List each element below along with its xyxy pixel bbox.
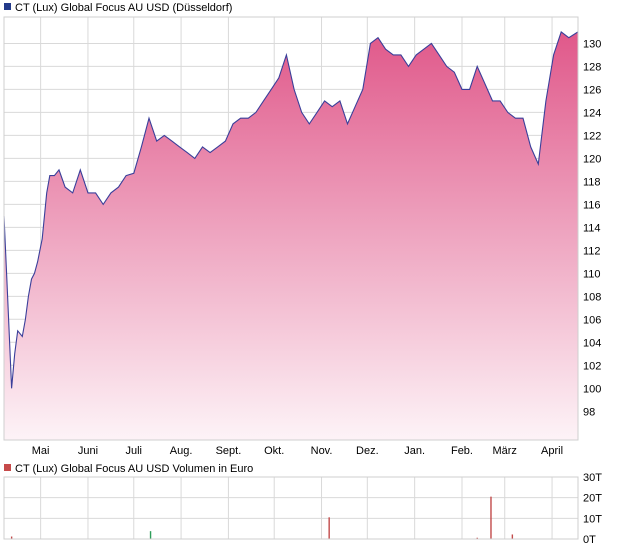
price-y-tick-label: 120 — [583, 153, 601, 165]
price-y-tick-label: 110 — [583, 268, 601, 280]
price-y-tick-label: 98 — [583, 406, 595, 418]
volume-bar — [490, 496, 492, 539]
price-plot-frame — [3, 16, 579, 441]
price-area-fill — [4, 31, 578, 441]
price-y-tick-label: 104 — [583, 337, 601, 349]
volume-bar — [511, 534, 514, 539]
price-x-tick-label: Aug. — [170, 445, 193, 457]
price-x-tick-label: Dez. — [356, 445, 379, 457]
volume-legend-swatch — [4, 464, 11, 471]
price-x-tick-label: März — [492, 445, 516, 457]
price-x-tick-label: Mai — [32, 445, 50, 457]
price-x-tick-label: Okt. — [264, 445, 284, 457]
price-y-axis: 98 100 102 104 106 108 110 112 114 116 118 120 122 12… — [583, 38, 601, 418]
volume-y-tick-label: 10T — [583, 513, 602, 525]
price-x-tick-label: Juli — [126, 445, 143, 457]
volume-bar — [476, 537, 478, 539]
price-x-tick-label: Jan. — [404, 445, 425, 457]
price-y-tick-label: 114 — [583, 222, 601, 234]
price-y-tick-label: 116 — [583, 199, 601, 211]
price-x-tick-label: April — [541, 445, 563, 457]
price-x-axis: Mai Juni Juli Aug. Sept. Okt. Nov. Dez. Jan. Feb.… — [32, 445, 563, 457]
price-y-tick-label: 126 — [583, 84, 601, 96]
price-y-tick-label: 128 — [583, 61, 601, 73]
volume-legend-label: CT (Lux) Global Focus AU USD Volumen in … — [15, 463, 253, 475]
price-legend-swatch — [4, 3, 11, 10]
volume-bar — [10, 536, 13, 539]
price-x-tick-label: Sept. — [216, 445, 242, 457]
price-y-tick-label: 100 — [583, 383, 601, 395]
price-y-tick-label: 112 — [583, 245, 601, 257]
price-y-tick-label: 118 — [583, 176, 601, 188]
volume-y-axis: 0T 10T 20T 30T — [583, 472, 602, 546]
price-y-tick-label: 106 — [583, 314, 601, 326]
price-y-tick-label: 108 — [583, 291, 601, 303]
volume-bar — [149, 531, 152, 539]
price-y-tick-label: 124 — [583, 107, 601, 119]
price-y-tick-label: 122 — [583, 130, 601, 142]
volume-y-tick-label: 0T — [583, 534, 596, 546]
volume-y-tick-label: 20T — [583, 493, 602, 505]
volume-y-tick-label: 30T — [583, 472, 602, 484]
price-series-line — [3, 30, 579, 389]
price-x-tick-label: Nov. — [311, 445, 333, 457]
price-legend-label: CT (Lux) Global Focus AU USD (Düsseldorf… — [15, 2, 232, 14]
price-y-tick-label: 130 — [583, 38, 601, 50]
volume-gridlines — [4, 476, 578, 540]
price-x-tick-label: Juni — [78, 445, 98, 457]
price-y-tick-label: 102 — [583, 360, 601, 372]
price-x-tick-label: Feb. — [451, 445, 473, 457]
volume-bar — [328, 517, 330, 539]
volume-bars — [10, 496, 514, 539]
volume-plot-frame — [3, 476, 579, 540]
